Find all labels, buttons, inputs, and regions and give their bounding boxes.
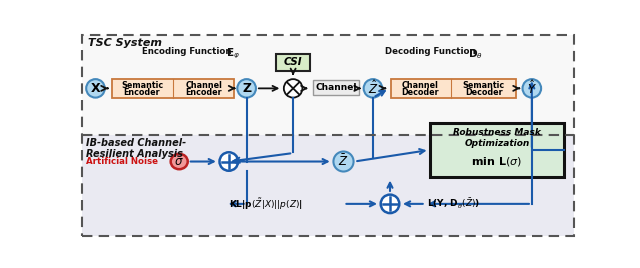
Text: Encoding Function: Encoding Function — [142, 47, 237, 56]
Text: $\bar{Z}$: $\bar{Z}$ — [338, 154, 349, 169]
Text: Channel: Channel — [402, 81, 438, 90]
Text: Z: Z — [242, 82, 251, 95]
Text: KL|$\mathbf{p}(\tilde{Z}|X)||p(Z)$|: KL|$\mathbf{p}(\tilde{Z}|X)||p(Z)$| — [229, 196, 303, 212]
Text: Robustness Mask: Robustness Mask — [453, 128, 541, 137]
Text: Artificial Noise: Artificial Noise — [86, 157, 158, 166]
Text: min $\mathbf{L}(\sigma)$: min $\mathbf{L}(\sigma)$ — [472, 155, 522, 168]
Circle shape — [86, 79, 105, 98]
Text: Decoding Function: Decoding Function — [385, 47, 481, 56]
Text: Encoder: Encoder — [124, 88, 160, 97]
Text: X: X — [91, 82, 100, 95]
Circle shape — [364, 79, 382, 98]
Bar — [312, 80, 359, 95]
Text: Decoder: Decoder — [465, 88, 502, 97]
Text: $\hat{Z}$: $\hat{Z}$ — [368, 79, 378, 97]
Text: TSC System: TSC System — [88, 38, 162, 48]
Bar — [391, 79, 516, 98]
Text: L(Y, D$_\theta(\bar{Z})$): L(Y, D$_\theta(\bar{Z})$) — [428, 197, 481, 211]
Text: IB-based Channel-: IB-based Channel- — [86, 138, 186, 148]
Text: $\mathbf{D}_\theta$: $\mathbf{D}_\theta$ — [468, 47, 483, 61]
Ellipse shape — [171, 154, 188, 169]
Text: Optimization: Optimization — [465, 139, 529, 148]
Circle shape — [522, 79, 541, 98]
Text: Encoder: Encoder — [186, 88, 222, 97]
Text: Semantic: Semantic — [463, 81, 505, 90]
Circle shape — [333, 151, 353, 172]
Text: Channel: Channel — [315, 83, 356, 92]
Text: Semantic: Semantic — [121, 81, 163, 90]
Circle shape — [284, 79, 303, 98]
Text: $\mathbf{E}_\varphi$: $\mathbf{E}_\varphi$ — [226, 47, 239, 61]
Text: $\hat{Y}$: $\hat{Y}$ — [527, 79, 537, 97]
Bar — [276, 54, 310, 71]
Text: $\sigma$: $\sigma$ — [174, 155, 184, 168]
Circle shape — [220, 152, 238, 171]
Circle shape — [381, 195, 399, 213]
Bar — [83, 135, 573, 236]
Bar — [430, 123, 564, 177]
Text: Channel: Channel — [186, 81, 223, 90]
Bar — [83, 35, 573, 135]
Text: CSI: CSI — [284, 57, 303, 67]
Bar — [112, 79, 234, 98]
Text: Resilient Analysis: Resilient Analysis — [86, 149, 183, 159]
Text: Decoder: Decoder — [401, 88, 439, 97]
Circle shape — [237, 79, 256, 98]
